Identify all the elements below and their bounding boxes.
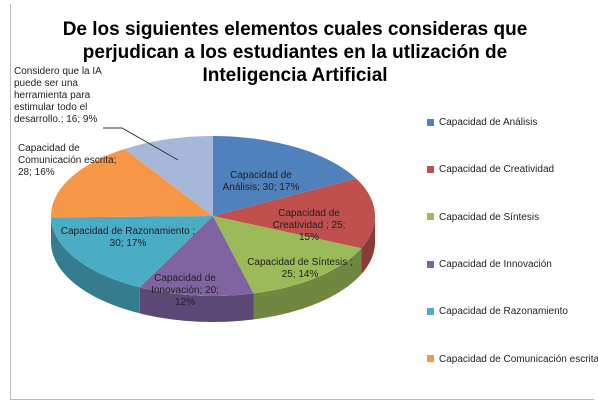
data-label: Capacidad de Innovación; 20; 12% (151, 273, 219, 308)
legend-label: Capacidad de Análisis (439, 117, 538, 128)
legend-label: Capacidad de Síntesis (439, 211, 540, 223)
data-label: Capacidad de Creatividad ; 25; 15% (272, 208, 346, 243)
legend-swatch (427, 118, 434, 126)
legend-item: Capacidad de Comunicación escrita (427, 354, 598, 365)
legend-item: Capacidad de Creatividad (427, 164, 554, 175)
legend-item: Capacidad de Síntesis (427, 212, 539, 223)
data-label: Capacidad de Síntesis ; 25; 14% (247, 257, 353, 280)
legend-item: Capacidad de Innovación (427, 259, 552, 270)
pie-side (361, 216, 375, 275)
legend-item: Capacidad de Razonamiento (427, 306, 568, 317)
leader-line (103, 127, 179, 161)
pie-slice (51, 149, 213, 218)
legend-label: Capacidad de Comunicación escrita (439, 353, 598, 365)
pie-slice (213, 216, 362, 294)
pie-slice (51, 216, 213, 288)
legend-swatch (427, 166, 434, 174)
legend-label: Capacidad de Razonamiento (439, 306, 568, 318)
legend-label: Capacidad de Innovación (439, 258, 552, 270)
data-label: Capacidad de Comunicación escrita; 28; 1… (18, 143, 117, 178)
pie-slice (124, 136, 213, 216)
legend-swatch (427, 308, 434, 316)
pie-slice (213, 178, 375, 249)
pie-side (139, 287, 254, 322)
legend-swatch (427, 213, 434, 221)
legend-item: Capacidad de Análisis (427, 117, 537, 128)
legend-swatch (427, 355, 434, 363)
pie-slice (139, 216, 254, 296)
chart-frame (10, 4, 594, 400)
pie-side (51, 217, 140, 314)
chart-title: De los siguientes elementos cuales consi… (62, 19, 528, 86)
legend-swatch (427, 260, 434, 268)
pie-side (253, 248, 362, 320)
data-label: Capacidad de Razonamiento ; 30; 17% (60, 226, 196, 249)
data-label: Capacidad de Análisis; 30; 17% (222, 170, 300, 193)
legend-label: Capacidad de Creatividad (439, 164, 555, 176)
data-label: Considero que la IA puede ser una herram… (14, 66, 102, 125)
pie-slice (213, 136, 357, 216)
